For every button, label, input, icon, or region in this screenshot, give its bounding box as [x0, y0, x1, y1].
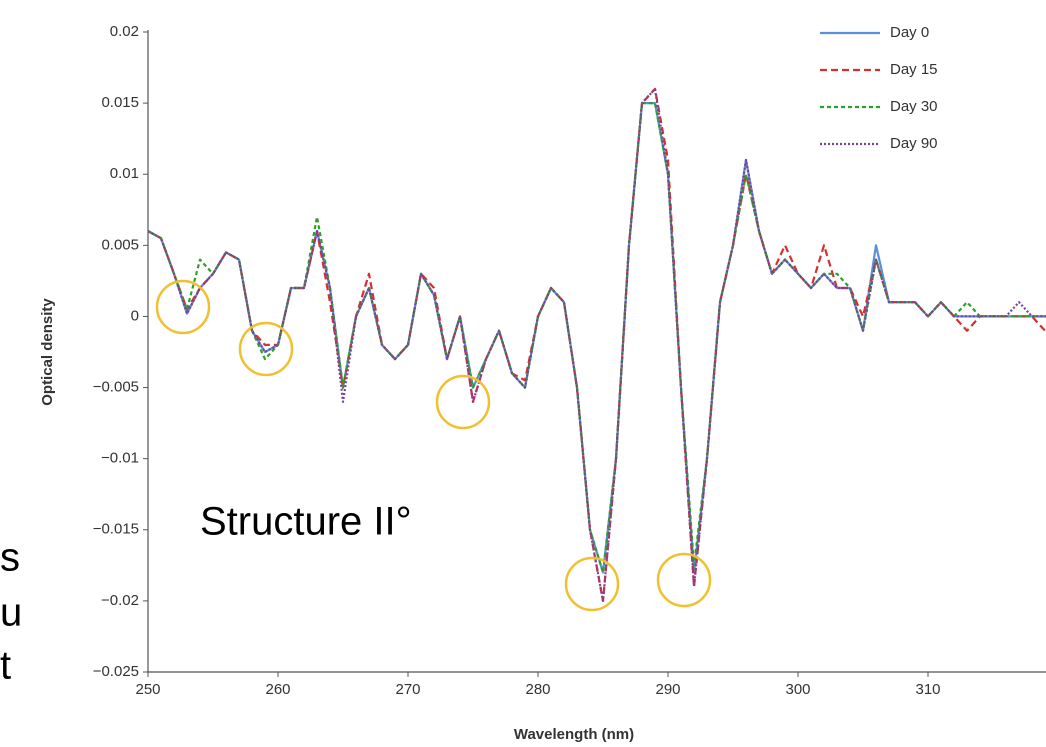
highlight-circle	[238, 321, 294, 377]
cropped-text: s	[0, 536, 20, 580]
x-tick-label: 270	[395, 681, 420, 698]
series-line	[147, 102, 1046, 574]
y-tick-label: 0.01	[110, 165, 139, 182]
y-tick-label: 0.02	[110, 23, 139, 40]
x-tick-label: 250	[135, 681, 160, 698]
x-tick-label: 310	[915, 681, 940, 698]
x-tick-label: 260	[265, 681, 290, 698]
highlight-circle	[564, 556, 620, 612]
y-axis-label: Optical density	[39, 298, 56, 406]
y-tick-label: −0.025	[93, 663, 139, 680]
highlight-circle	[435, 374, 491, 430]
y-tick-label: 0.005	[101, 236, 139, 253]
cropped-text: t	[0, 644, 11, 688]
y-tick-label: 0	[131, 307, 139, 324]
y-tick-label: −0.02	[101, 592, 139, 609]
cropped-text: u	[0, 591, 22, 635]
legend-label: Day 90	[890, 135, 938, 152]
legend-label: Day 30	[890, 98, 938, 115]
x-tick-label: 290	[655, 681, 680, 698]
annotation: Structure II°	[200, 500, 412, 544]
x-tick-label: 280	[525, 681, 550, 698]
highlight-circle	[656, 552, 712, 608]
y-tick-label: 0.015	[101, 94, 139, 111]
x-tick-label: 300	[785, 681, 810, 698]
y-tick-label: −0.015	[93, 521, 139, 538]
plot-area	[147, 87, 1046, 602]
legend-label: Day 15	[890, 61, 938, 78]
series-line	[147, 87, 1046, 602]
y-tick-label: −0.005	[93, 379, 139, 396]
highlight-circles	[155, 279, 712, 612]
highlight-circle	[155, 279, 211, 335]
legend-label: Day 0	[890, 24, 929, 41]
x-axis-label: Wavelength (nm)	[514, 726, 634, 743]
y-tick-label: −0.01	[101, 450, 139, 467]
